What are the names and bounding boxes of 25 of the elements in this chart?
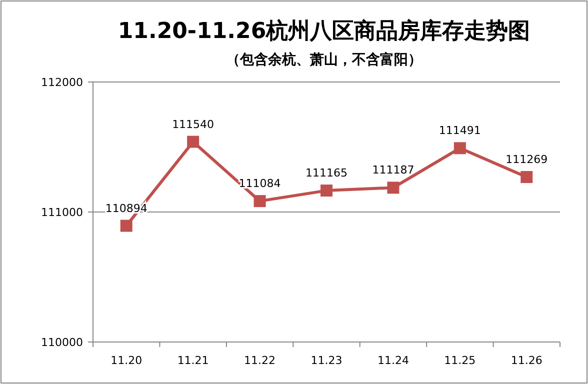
chart-subtitle: （包含余杭、萧山，不含富阳） <box>226 51 422 68</box>
point <box>187 136 200 148</box>
data-label: 111269 <box>506 153 548 166</box>
data-label: 111187 <box>372 164 414 177</box>
y-tick-label: 112000 <box>41 76 83 89</box>
data-label: 111165 <box>306 166 348 180</box>
data-label: 111540 <box>172 118 214 131</box>
y-tick-label: 110000 <box>41 336 83 349</box>
point <box>387 182 400 194</box>
point <box>320 184 332 197</box>
x-tick-label: 11.25 <box>444 354 476 367</box>
x-tick-label: 11.20 <box>110 354 142 367</box>
y-tick-label: 111000 <box>41 206 83 219</box>
point <box>120 220 132 232</box>
point <box>520 171 533 184</box>
x-tick-label: 11.23 <box>310 354 342 367</box>
point <box>454 142 466 154</box>
x-tick-label: 11.24 <box>377 354 409 367</box>
data-label: 111491 <box>438 124 481 138</box>
x-tick-label: 11.22 <box>244 354 276 367</box>
chart-title: 11.20-11.26杭州八区商品房库存走势图 <box>118 18 530 44</box>
x-tick-label: 11.26 <box>510 354 542 367</box>
point <box>254 195 266 208</box>
x-tick-label: 11.21 <box>177 354 209 367</box>
data-label: 111084 <box>238 177 281 190</box>
